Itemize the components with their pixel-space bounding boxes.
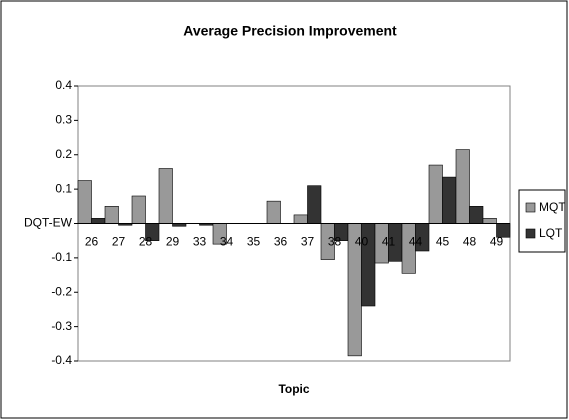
x-tick-label: 48 [463,235,477,249]
bar [428,164,443,224]
bar [442,176,457,224]
x-tick-label: 49 [490,235,504,249]
chart-title: Average Precision Improvement [183,23,397,39]
y-tick-label: 0.1 [55,181,72,195]
x-tick-label: 35 [247,235,261,249]
bar [91,218,106,224]
x-tick-label: 45 [436,235,450,249]
x-tick-label: 41 [382,235,396,249]
x-tick-label: 28 [139,235,153,249]
bar [77,180,92,224]
x-axis-label: Topic [278,382,309,396]
y-tick-label: 0.2 [55,147,72,161]
x-tick-label: 44 [409,235,423,249]
bar [266,200,281,224]
y-tick-label: DQT-EW [24,216,73,230]
x-tick-label: 27 [112,235,126,249]
bar [104,206,119,224]
legend-box [518,189,566,253]
x-tick-label: 33 [193,235,207,249]
bar [293,214,308,224]
bar [307,185,322,224]
bar [482,218,497,224]
x-tick-label: 29 [166,235,180,249]
y-tick-label: -0.3 [51,319,72,333]
bar [469,206,484,224]
legend-label: LQT [539,226,563,240]
x-tick-label: 26 [85,235,99,249]
y-tick-label: 0.3 [55,113,72,127]
y-tick-label: -0.1 [51,250,72,264]
legend-swatch [525,228,536,239]
x-tick-label: 34 [220,235,234,249]
bar [131,195,146,224]
x-tick-label: 37 [301,235,315,249]
legend-swatch [525,202,536,213]
bar [158,168,173,224]
y-tick-label: 0.4 [55,78,72,92]
bar [455,149,470,224]
x-tick-label: 36 [274,235,288,249]
x-tick-label: 40 [355,235,369,249]
x-tick-label: 38 [328,235,342,249]
y-tick-label: -0.4 [51,353,72,367]
y-tick-label: -0.2 [51,284,72,298]
legend-label: MQT [539,200,566,214]
